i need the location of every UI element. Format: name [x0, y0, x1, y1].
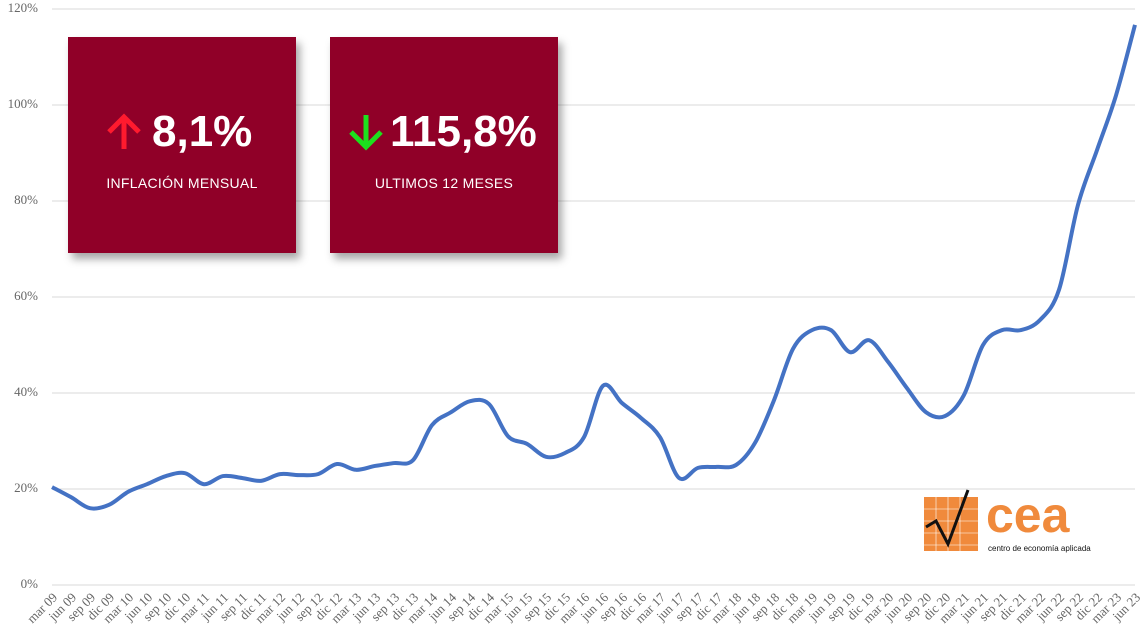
y-tick-label: 120% — [8, 0, 39, 15]
y-tick-label: 100% — [8, 96, 39, 111]
kpi-label: ULTIMOS 12 MESES — [374, 175, 514, 191]
kpi-card: 115,8% ULTIMOS 12 MESES — [330, 37, 558, 253]
kpi-value: 115,8% — [390, 107, 537, 156]
logo-name: cea — [986, 487, 1071, 543]
line — [51, 24, 1137, 511]
kpi-value: 8,1% — [152, 107, 253, 156]
logo-check — [925, 489, 970, 548]
y-tick-label: 40% — [14, 384, 38, 399]
logo-subtitle: centro de economía aplicada — [988, 544, 1091, 553]
y-tick-label: 60% — [14, 288, 38, 303]
up-arrow — [107, 113, 141, 149]
kpi-card: 8,1% INFLACIÓN MENSUAL — [68, 37, 296, 253]
logo: cea centro de economía aplicada — [924, 487, 1091, 553]
y-tick-label: 80% — [14, 192, 38, 207]
y-tick-label: 20% — [14, 480, 38, 495]
y-tick-label: 0% — [21, 576, 39, 591]
kpi-label: INFLACIÓN MENSUAL — [106, 175, 258, 191]
down-arrow — [349, 115, 383, 151]
